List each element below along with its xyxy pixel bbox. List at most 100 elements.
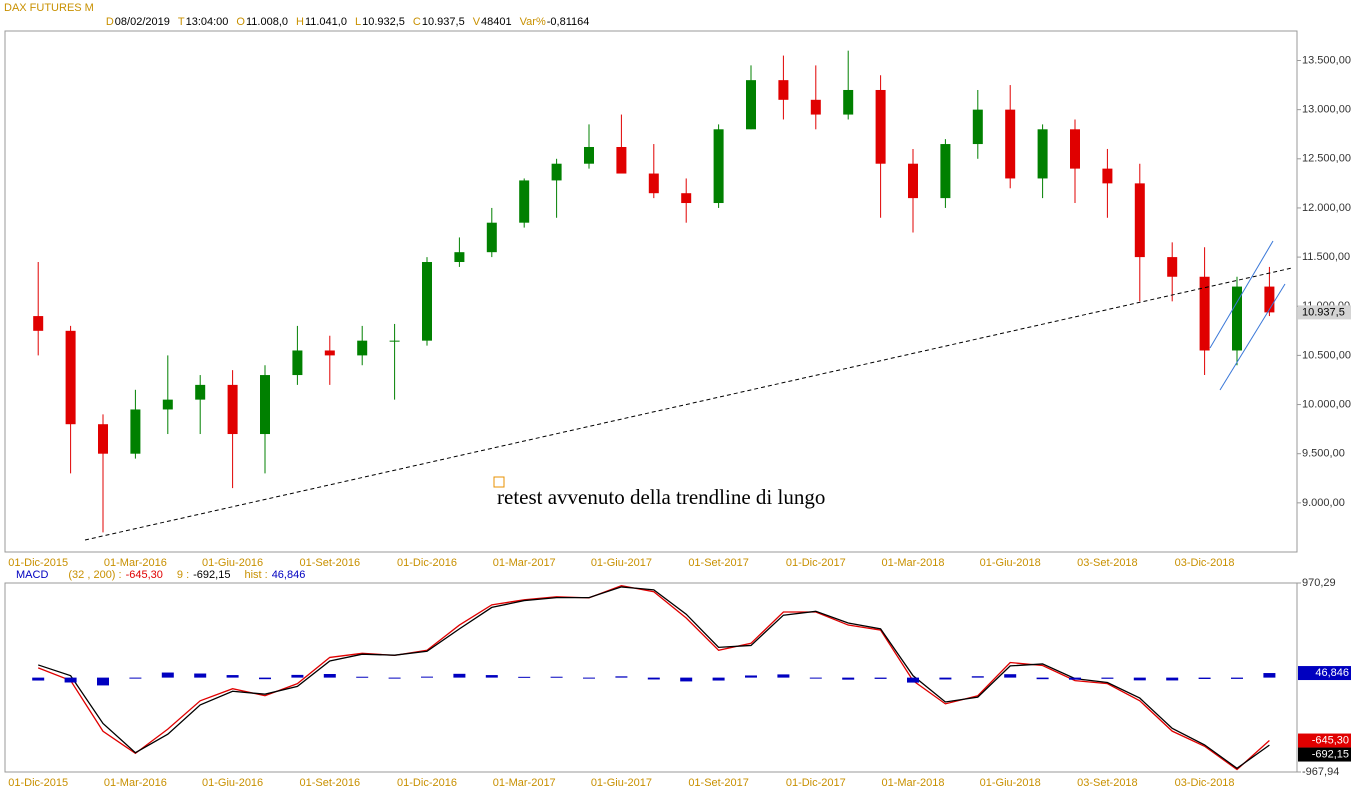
x-tick-label: 03-Set-2018 [1077,777,1138,789]
hist-bar [194,673,207,678]
info-label: D [106,16,114,28]
info-value: 11.041,0 [305,16,347,28]
info-value: 13:04:00 [186,16,229,28]
candle-body [972,109,983,145]
info-value: 48401 [481,16,512,28]
x-tick-label: 01-Set-2016 [300,557,361,569]
y-tick-label: 12.000,00 [1302,202,1351,214]
channel-upper [1209,240,1274,349]
info-label: T [178,16,185,28]
hist-bar [421,676,433,678]
macd-line [37,584,1270,771]
y-tick-label: 11.500,00 [1302,251,1350,263]
hist-bar [485,675,498,678]
y-tick-label: 12.500,00 [1302,153,1351,165]
trendline [84,267,1293,541]
annotation: retest avvenuto della trendline di lungo [497,485,825,509]
candle-body [713,129,724,204]
candle-body [162,399,173,410]
macd-title: MACD [16,569,48,581]
y-tick-label: 970,29 [1302,577,1336,589]
hist-bar [745,675,757,678]
legend-name: (32 , 200) : [68,569,121,581]
hist-bar [161,672,174,678]
candle-body [65,330,76,425]
hist-bar [971,676,984,678]
channel-lower [1219,283,1286,391]
value-box [1298,733,1351,748]
candle-body [908,163,918,199]
info-value: 10.932,5 [362,16,405,28]
x-tick-label: 03-Dic-2018 [1175,777,1235,789]
info-value: 10.937,5 [422,16,465,28]
hist-bar [1263,673,1276,678]
x-tick-label: 01-Mar-2018 [882,777,945,789]
candle-body [1005,109,1016,179]
legend-name: 9 : [177,569,189,581]
hist-bar [129,677,142,679]
hist-bar [323,674,336,678]
hist-bar [647,677,660,680]
info-label: C [413,16,421,28]
hist-bar [809,677,822,679]
hist-bar [550,676,563,678]
candle-body [1037,129,1048,179]
candle-body [843,89,854,115]
candle-body [681,193,692,204]
x-tick-label: 01-Giu-2018 [980,777,1041,789]
hist-bar [583,677,595,679]
candle-body [486,222,497,253]
hist-bar [1231,677,1243,679]
x-tick-label: 01-Set-2017 [688,777,749,789]
hist-bar [388,677,401,679]
candle-body [810,99,821,115]
legend-value: -645,30 [126,569,163,581]
hist-bar [226,675,239,678]
candle-body [648,173,659,194]
candle-body [227,384,238,435]
candle-body [389,340,400,342]
candle-body [1070,129,1080,169]
candle-body [98,424,108,454]
value-box [1298,666,1351,681]
legend-name: hist : [244,569,267,581]
candle-body [616,146,627,174]
candle-body [1264,286,1275,313]
candle-body [260,375,270,435]
candle-body [519,180,530,223]
x-tick-label: 01-Giu-2018 [980,557,1041,569]
candle-body [422,262,432,341]
hist-bar [453,673,466,678]
info-label: O [236,16,245,28]
candle-body [357,340,368,356]
marks [32,50,1276,771]
candle-body [130,409,141,454]
candle-body [1199,276,1210,351]
candle-body [1167,257,1178,277]
annotation-handle [493,476,505,488]
macd-line [37,586,1270,770]
hist-bar [32,677,45,681]
candle-body [33,316,44,331]
info-value: 08/02/2019 [115,16,170,28]
x-tick-label: 01-Mar-2018 [882,557,945,569]
y-tick-label: 10.500,00 [1302,349,1351,361]
x-tick-label: 01-Dic-2015 [8,777,68,789]
x-tick-label: 01-Giu-2016 [202,777,263,789]
x-tick-label: 01-Giu-2016 [202,557,263,569]
y-tick-label: 10.000,00 [1302,398,1351,410]
x-tick-label: 01-Mar-2017 [493,557,556,569]
info-label: Var% [520,16,546,28]
y-tick-label: 9.000,00 [1302,497,1345,509]
hist-bar [1198,677,1211,679]
x-tick-label: 01-Dic-2016 [397,557,457,569]
x-tick-label: 01-Set-2017 [688,557,749,569]
hist-bar [259,677,271,680]
hist-bar [291,674,304,678]
hist-bar [1166,677,1179,681]
candle-body [778,80,789,100]
hist-bar [939,677,952,680]
candle-body [454,252,465,263]
x-tick-label: 01-Set-2016 [300,777,361,789]
